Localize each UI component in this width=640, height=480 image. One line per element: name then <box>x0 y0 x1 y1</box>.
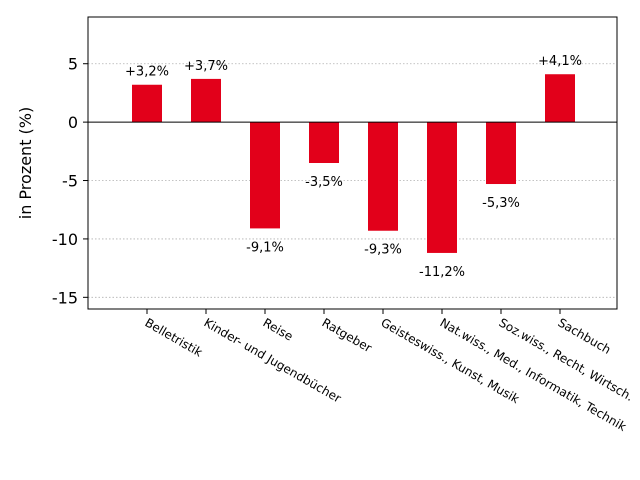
data-label: -9,3% <box>364 243 402 258</box>
data-label: +3,2% <box>125 65 169 80</box>
data-label: -5,3% <box>482 196 520 211</box>
bar <box>545 74 575 123</box>
data-label: -9,1% <box>246 240 284 255</box>
bar <box>191 78 221 123</box>
data-label: +3,7% <box>184 59 228 74</box>
y-tick-label: -15 <box>52 288 78 307</box>
y-tick-label: 5 <box>68 55 78 74</box>
data-label: -11,2% <box>419 265 465 280</box>
bar <box>250 122 280 229</box>
bars <box>132 74 575 253</box>
data-label: -3,5% <box>305 175 343 190</box>
plot-frame <box>87 16 618 310</box>
bar <box>368 122 398 231</box>
data-labels: +3,2% +3,7% -9,1% -3,5% -9,3% -11,2% -5,3% +4,1… <box>125 54 582 280</box>
x-tick-label: Belletristik <box>143 315 205 359</box>
bar <box>427 122 457 253</box>
bar <box>132 84 162 123</box>
y-tick-label: -5 <box>62 172 78 191</box>
x-tick-label: Reise <box>261 315 296 343</box>
bar <box>309 122 339 163</box>
x-tick-label: Ratgeber <box>320 315 375 355</box>
y-tick-label: 0 <box>68 113 78 132</box>
y-tick-label: -10 <box>52 230 78 249</box>
y-axis-title: in Prozent (%) <box>16 107 35 219</box>
grid-lines <box>88 63 617 298</box>
bar <box>486 122 516 185</box>
data-label: +4,1% <box>538 54 582 69</box>
